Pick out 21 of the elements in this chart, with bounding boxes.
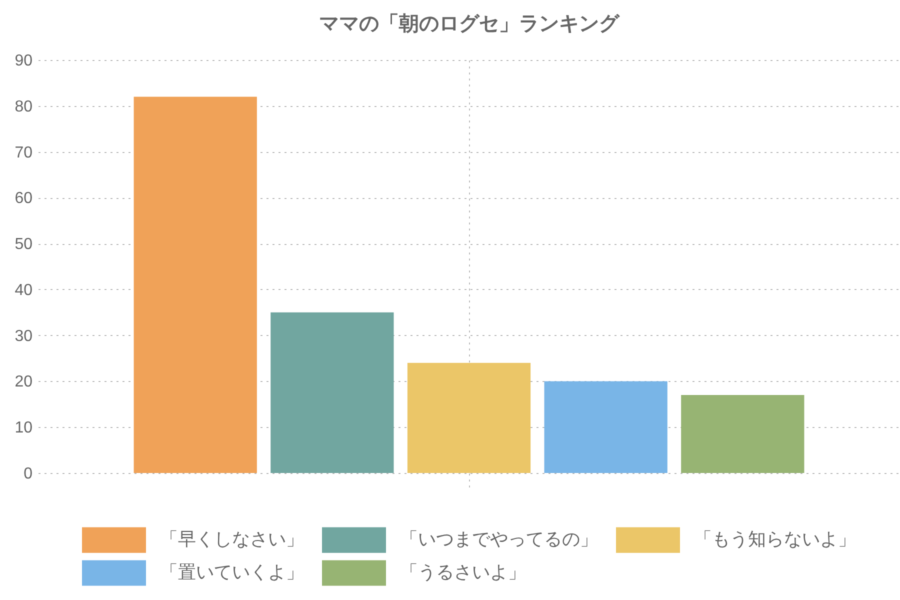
y-tick-label: 20 (14, 374, 33, 391)
y-tick-label: 0 (24, 466, 33, 482)
y-tick-label: 80 (14, 98, 33, 116)
bar (681, 394, 804, 473)
bar (270, 312, 394, 473)
bar (407, 362, 531, 473)
y-tick-label: 90 (14, 52, 33, 70)
legend-label: 「もう知らないよ」 (694, 529, 856, 550)
y-tick-label: 30 (14, 328, 33, 345)
bar (134, 96, 257, 473)
y-tick-label: 40 (14, 282, 33, 299)
chart-title: ママの「朝のログセ」ランキング (319, 13, 620, 35)
y-tick-label: 70 (14, 144, 33, 162)
legend-label: 「置いていくよ」 (160, 562, 304, 582)
y-tick-label: 60 (14, 190, 33, 208)
bar (544, 381, 668, 473)
legend-label: 「早くしなさい」 (160, 529, 304, 550)
legend-label: 「いつまでやってるの」 (400, 529, 598, 550)
y-tick-label: 50 (14, 236, 33, 254)
y-tick-label: 10 (14, 420, 33, 437)
legend-label: 「うるさいよ」 (400, 562, 526, 582)
